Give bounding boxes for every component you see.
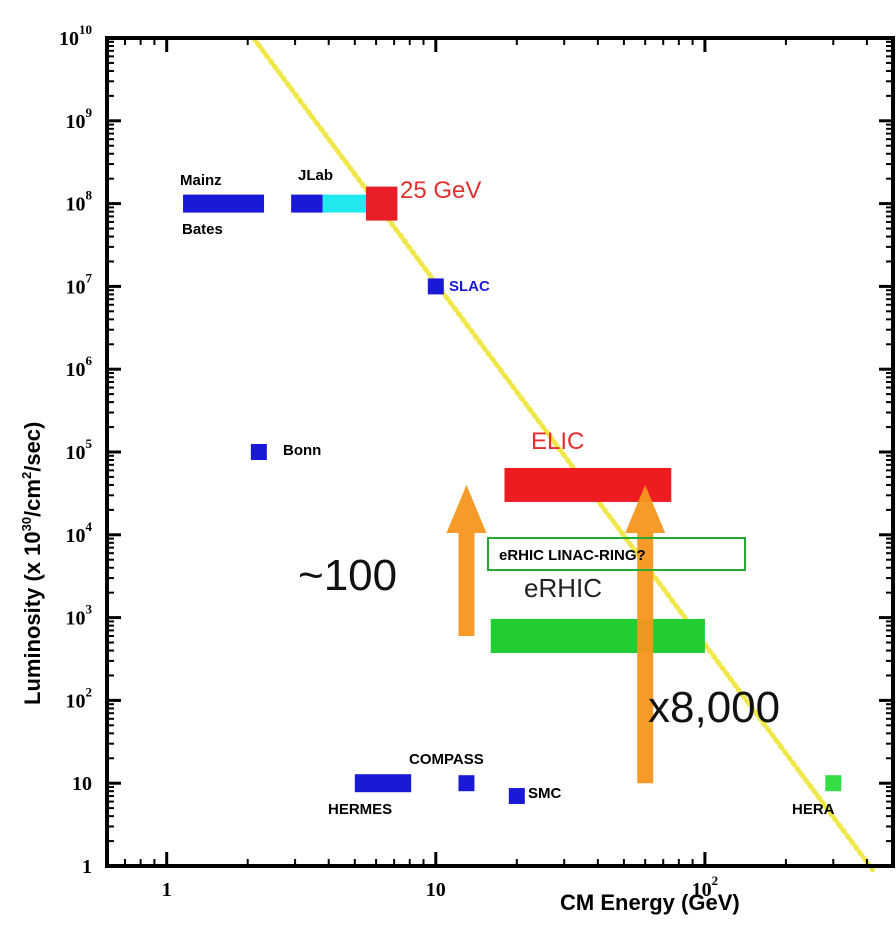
label-smc: SMC bbox=[528, 785, 562, 802]
label-compass: COMPASS bbox=[409, 751, 484, 768]
trend-line bbox=[250, 35, 876, 873]
y-tick-label: 106 bbox=[66, 353, 93, 381]
y-tick-exponent: 5 bbox=[86, 436, 93, 451]
arrows-layer bbox=[446, 484, 666, 784]
y-tick-base: 10 bbox=[72, 773, 92, 795]
x-tick-exponent: 2 bbox=[712, 873, 719, 888]
y-tick-exponent: 2 bbox=[86, 684, 93, 699]
y-tick-label: 103 bbox=[66, 602, 93, 630]
y-axis-title-post: /sec) bbox=[20, 422, 45, 472]
bar-jlab bbox=[291, 194, 323, 213]
x-tick-base: 10 bbox=[692, 879, 712, 901]
y-tick-base: 10 bbox=[66, 111, 86, 133]
point-smc bbox=[508, 788, 525, 805]
label-erhic: eRHIC bbox=[524, 573, 602, 603]
y-tick-base: 10 bbox=[66, 442, 86, 464]
bar-erhic bbox=[490, 618, 705, 653]
label-bates: Bates bbox=[182, 221, 223, 238]
x-tick-label: 10 bbox=[426, 879, 446, 901]
y-tick-exponent: 7 bbox=[86, 270, 93, 285]
label-factor-8000: x8,000 bbox=[648, 683, 780, 732]
y-axis-title-exp2: 2 bbox=[19, 472, 34, 479]
y-tick-exponent: 10 bbox=[79, 22, 92, 37]
y-tick-label: 108 bbox=[66, 188, 93, 216]
arrow-factor-100 bbox=[446, 484, 487, 636]
y-tick-label: 107 bbox=[66, 270, 93, 298]
x-axis-title: CM Energy (GeV) bbox=[560, 890, 740, 915]
trend-layer bbox=[250, 35, 876, 873]
bar-hermes bbox=[354, 774, 412, 793]
label-slac: SLAC bbox=[449, 278, 490, 295]
label-hera: HERA bbox=[792, 801, 835, 818]
y-tick-base: 10 bbox=[66, 525, 86, 547]
points-layer bbox=[250, 278, 842, 805]
y-tick-base: 10 bbox=[66, 194, 86, 216]
label-erhic-linac: eRHIC LINAC-RING? bbox=[499, 547, 646, 564]
point-compass bbox=[458, 775, 475, 792]
y-tick-label: 1 bbox=[82, 856, 92, 878]
y-tick-exponent: 4 bbox=[86, 519, 93, 534]
x-tick-labels: 1 10 102 bbox=[162, 873, 718, 901]
label-hermes: HERMES bbox=[328, 801, 392, 818]
erhic-linac-box bbox=[487, 537, 746, 571]
y-tick-base: 1 bbox=[82, 856, 92, 878]
bar-jlab-cyan- bbox=[322, 194, 366, 213]
y-tick-base: 10 bbox=[59, 28, 79, 50]
y-axis-title: Luminosity (x 1030/cm2/sec) bbox=[19, 422, 45, 705]
y-tick-exponent: 9 bbox=[86, 105, 93, 120]
y-axis-title-pre: Luminosity (x 10 bbox=[20, 531, 45, 705]
arrow-factor-8000 bbox=[625, 484, 666, 784]
label-factor-100: ~100 bbox=[298, 551, 397, 600]
ticks-layer bbox=[106, 36, 894, 868]
point-slac bbox=[427, 278, 444, 295]
bars-layer bbox=[183, 186, 705, 793]
y-tick-label: 1010 bbox=[59, 22, 92, 50]
y-tick-base: 10 bbox=[66, 608, 86, 630]
label-elic: ELIC bbox=[531, 428, 584, 455]
y-tick-label: 105 bbox=[66, 436, 93, 464]
y-tick-base: 10 bbox=[66, 359, 86, 381]
label-bonn: Bonn bbox=[283, 442, 321, 459]
x-tick-label: 102 bbox=[692, 873, 719, 901]
point-hera bbox=[825, 775, 842, 792]
y-tick-label: 109 bbox=[66, 105, 93, 133]
y-tick-base: 10 bbox=[66, 690, 86, 712]
bar-mainz-bates bbox=[183, 194, 265, 213]
y-tick-label: 10 bbox=[72, 773, 92, 795]
x-tick-label: 1 bbox=[162, 879, 172, 901]
label-mainz: Mainz bbox=[180, 172, 222, 189]
y-tick-exponent: 6 bbox=[86, 353, 93, 368]
point-bonn bbox=[250, 444, 267, 460]
label-25gev: 25 GeV bbox=[400, 177, 481, 204]
y-tick-base: 10 bbox=[66, 276, 86, 298]
y-tick-label: 102 bbox=[66, 684, 93, 712]
bar-25-gev bbox=[365, 186, 398, 221]
label-jlab: JLab bbox=[298, 167, 333, 184]
y-tick-exponent: 3 bbox=[86, 602, 93, 617]
y-tick-exponent: 8 bbox=[86, 188, 93, 203]
y-axis-title-mid: /cm bbox=[20, 479, 45, 517]
y-axis-title-exp1: 30 bbox=[19, 517, 34, 531]
y-tick-label: 104 bbox=[66, 519, 93, 547]
